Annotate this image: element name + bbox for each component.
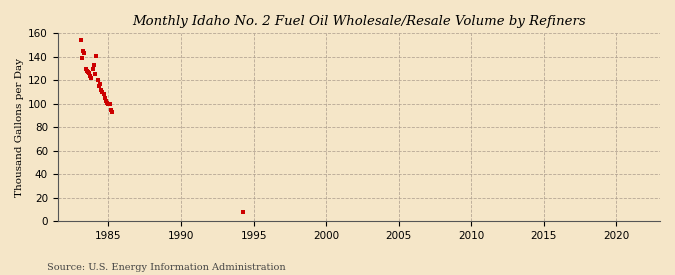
Point <box>99 96 110 100</box>
Point <box>75 38 86 43</box>
Text: Source: U.S. Energy Information Administration: Source: U.S. Energy Information Administ… <box>47 263 286 272</box>
Point <box>81 69 92 73</box>
Point <box>85 73 96 78</box>
Point <box>91 53 102 58</box>
Point <box>86 76 97 80</box>
Point <box>97 90 108 94</box>
Point <box>104 101 115 106</box>
Point <box>103 101 114 106</box>
Point <box>82 70 93 74</box>
Y-axis label: Thousand Gallons per Day: Thousand Gallons per Day <box>15 58 24 197</box>
Point <box>92 78 103 82</box>
Point <box>95 82 105 86</box>
Point <box>107 110 117 114</box>
Title: Monthly Idaho No. 2 Fuel Oil Wholesale/Resale Volume by Refiners: Monthly Idaho No. 2 Fuel Oil Wholesale/R… <box>132 15 586 28</box>
Point <box>87 66 98 71</box>
Point <box>84 71 95 75</box>
Point <box>101 99 111 104</box>
Point <box>80 66 91 71</box>
Point <box>102 100 113 105</box>
Point <box>90 72 101 77</box>
Point <box>88 63 99 67</box>
Point <box>99 92 109 97</box>
Point <box>78 49 88 53</box>
Point <box>76 56 87 60</box>
Point <box>96 87 107 92</box>
Point <box>238 210 248 214</box>
Point <box>79 51 90 56</box>
Point <box>105 107 116 112</box>
Point <box>93 84 104 88</box>
